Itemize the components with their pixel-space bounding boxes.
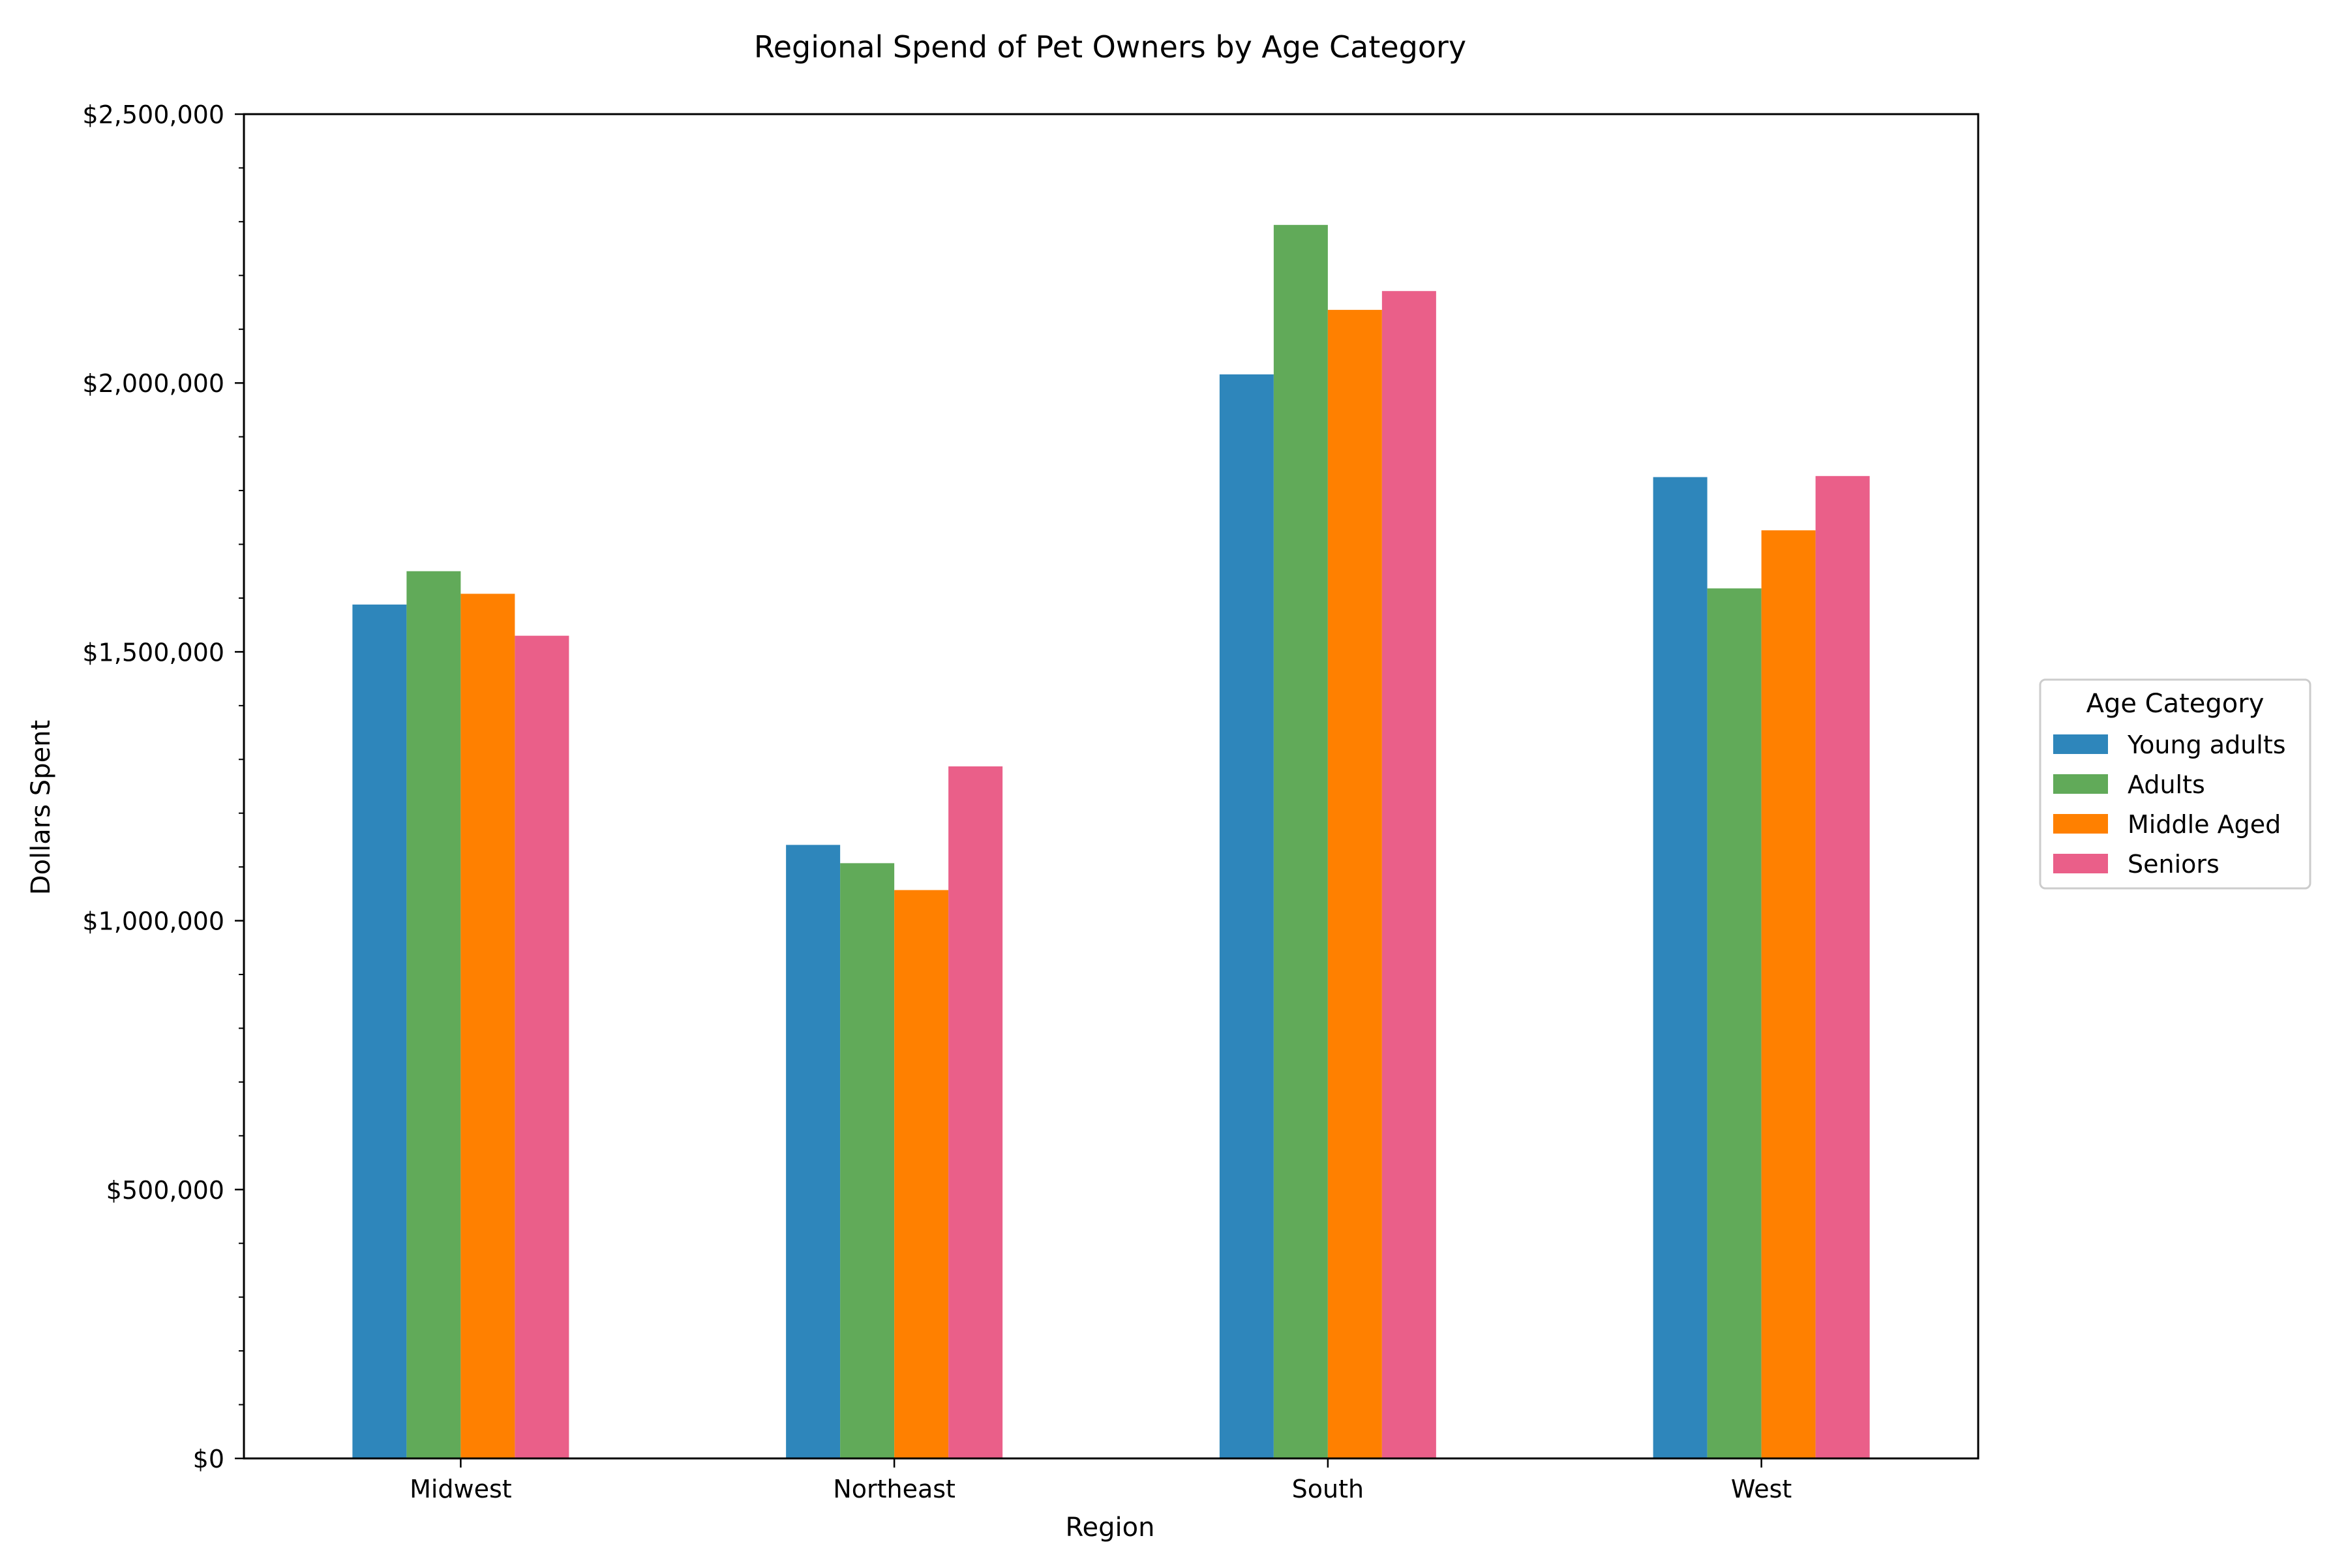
bar-seniors-northeast [948, 766, 1003, 1458]
plot-frame [243, 113, 1979, 1460]
bar-adults-west [1707, 588, 1762, 1458]
bar-adults-south [1273, 224, 1328, 1458]
y-tick-label: $2,500,000 [82, 100, 224, 129]
x-tick-label: Midwest [410, 1475, 512, 1503]
bar-young-adults-west [1653, 477, 1708, 1458]
y-tick-label: $2,000,000 [82, 369, 224, 398]
bar-seniors-south [1381, 291, 1436, 1459]
legend: Age Category Young adults Adults Middle Ag… [2039, 678, 2311, 890]
bar-adults-northeast [840, 863, 895, 1458]
legend-title: Age Category [2086, 689, 2265, 719]
bar-seniors-west [1815, 475, 1870, 1458]
legend-label: Young adults [2127, 731, 2286, 759]
bar-adults-midwest [406, 571, 461, 1458]
legend-swatch-middle-aged [2053, 814, 2108, 834]
x-tick-label: West [1731, 1475, 1792, 1503]
y-tick-label: $0 [193, 1445, 224, 1473]
bar-middle-aged-west [1761, 530, 1816, 1458]
legend-frame [2039, 678, 2311, 890]
y-tick-label: $1,000,000 [82, 907, 224, 936]
legend-swatch-adults [2053, 774, 2108, 794]
x-axis-label: Region [1066, 1513, 1155, 1543]
legend-swatch-seniors [2053, 854, 2108, 873]
y-tick-label: $1,500,000 [82, 638, 224, 667]
chart-title: Regional Spend of Pet Owners by Age Cate… [754, 29, 1466, 65]
y-tick-label: $500,000 [106, 1176, 224, 1205]
bar-middle-aged-northeast [894, 890, 949, 1458]
bars-layer [352, 224, 1870, 1459]
bar-young-adults-south [1219, 374, 1274, 1459]
legend-swatch-young-adults [2053, 734, 2108, 754]
legend-label: Seniors [2128, 850, 2220, 879]
x-tick-label: Northeast [833, 1475, 956, 1503]
axes-layer: $0 $500,000 $1,000,000 $1,500,000 $2,000,000… [82, 100, 1979, 1503]
legend-label: Middle Aged [2128, 810, 2281, 839]
bar-middle-aged-south [1327, 310, 1382, 1459]
legend-entries: Young adults Adults Middle Aged Seniors [2053, 731, 2286, 879]
bar-young-adults-northeast [786, 845, 841, 1458]
x-tick-label: South [1292, 1475, 1364, 1503]
y-axis-label: Dollars Spent [26, 720, 56, 895]
legend-label: Adults [2128, 770, 2205, 799]
bar-young-adults-midwest [352, 604, 407, 1458]
bar-middle-aged-midwest [460, 594, 515, 1459]
bar-seniors-midwest [515, 635, 569, 1459]
